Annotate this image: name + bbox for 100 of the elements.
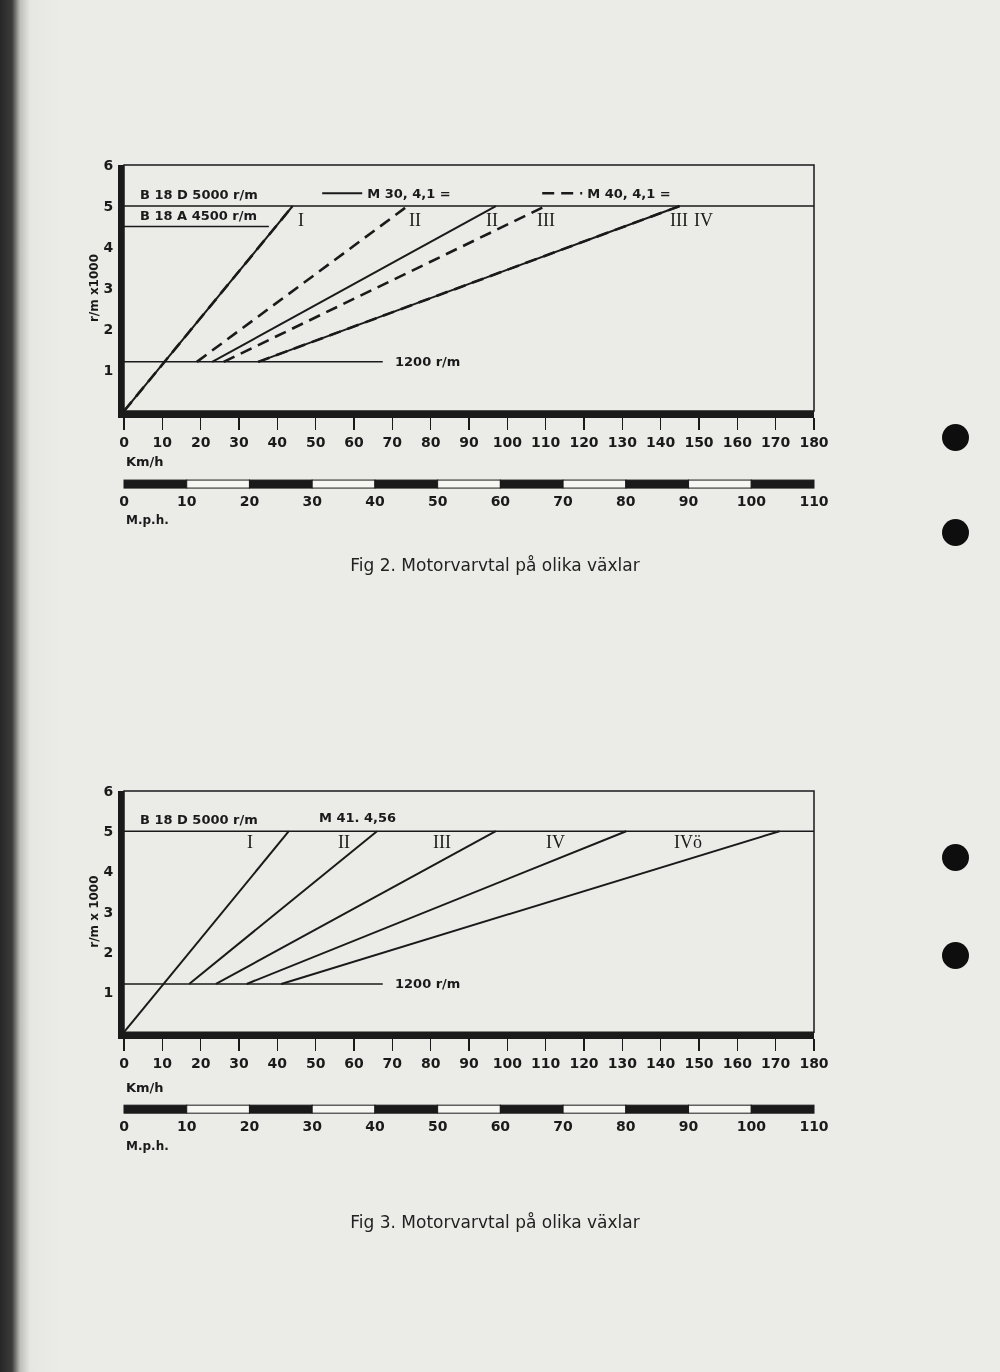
x2-tick-label: 10 <box>176 1118 197 1135</box>
x-tick-label: 10 <box>152 433 173 450</box>
text: Fig 3. Motorvarvtal på olika växlar <box>350 1212 640 1233</box>
x-tick-label: 170 <box>761 1054 791 1071</box>
y-tick-label: 5 <box>103 823 114 840</box>
annotation: I <box>247 832 253 852</box>
x2-tick-label: 40 <box>365 1118 385 1135</box>
x-tick-label: 100 <box>492 433 523 450</box>
x2-tick-label: 40 <box>365 493 385 510</box>
annotation: III <box>537 210 555 230</box>
x-tick-label: 30 <box>229 433 249 450</box>
x-tick-label: 150 <box>684 433 714 450</box>
x-tick-label: 90 <box>459 1054 479 1071</box>
x2-tick-label: 0 <box>119 493 130 510</box>
x-tick-label: 50 <box>305 1054 326 1071</box>
x-tick-label: 80 <box>420 1054 441 1071</box>
text: Fig 2. Motorvarvtal på olika växlar <box>350 554 640 575</box>
y-tick-label: 2 <box>103 320 114 337</box>
x2-tick-label: 50 <box>427 493 448 510</box>
x-tick-label: 160 <box>722 433 753 450</box>
annotation: II <box>486 210 498 230</box>
legend-label: M 30, 4,1 = <box>367 186 451 202</box>
x-tick-label: 70 <box>382 1054 403 1071</box>
x-tick-label: 40 <box>267 433 288 450</box>
y-tick-label: 5 <box>103 197 114 214</box>
x-tick-label: 0 <box>119 433 130 450</box>
annotation: IV <box>694 210 713 230</box>
x2-tick-label: 50 <box>427 1118 448 1135</box>
x2-tick-label: 90 <box>678 1118 699 1135</box>
x-tick-label: 120 <box>569 433 599 450</box>
x2-tick-label: 100 <box>736 493 767 510</box>
x-tick-label: 90 <box>459 433 479 450</box>
x2-tick-label: 80 <box>616 1118 636 1135</box>
x-tick-label: 100 <box>492 1054 523 1071</box>
x-tick-label: 0 <box>119 1054 130 1071</box>
y-tick-label: 1 <box>103 361 114 378</box>
x-tick-label: 170 <box>761 433 791 450</box>
x-tick-label: 140 <box>646 433 676 450</box>
x-tick-label: 30 <box>229 1054 249 1071</box>
x-tick-label: 20 <box>190 433 211 450</box>
x-axis-title: Km/h <box>126 1080 164 1095</box>
x2-tick-label: 10 <box>176 493 197 510</box>
annotation: II <box>338 832 350 852</box>
x-tick-label: 180 <box>799 433 829 450</box>
legend-label: M 40, 4,1 = <box>587 186 671 202</box>
x-tick-label: 120 <box>569 1054 599 1071</box>
y-tick-label: 6 <box>103 156 114 173</box>
x-tick-label: 10 <box>152 1054 173 1071</box>
x2-tick-label: 70 <box>553 493 574 510</box>
x-tick-label: 130 <box>607 1054 638 1071</box>
x-tick-label: 70 <box>382 433 403 450</box>
x-tick-label: 150 <box>684 1054 714 1071</box>
x2-tick-label: 110 <box>799 1118 829 1135</box>
x-tick-label: 50 <box>305 433 326 450</box>
ref-line-label: B 18 D 5000 r/m <box>140 812 258 827</box>
x2-tick-label: 30 <box>302 493 323 510</box>
x2-tick-label: 60 <box>490 1118 511 1135</box>
x2-tick-label: 0 <box>119 1118 130 1135</box>
annotation: III <box>433 832 451 852</box>
x-tick-label: 60 <box>344 1054 364 1071</box>
x-tick-label: 130 <box>607 433 638 450</box>
x2-tick-label: 90 <box>678 493 699 510</box>
x2-tick-label: 70 <box>553 1118 574 1135</box>
annotation: III <box>670 210 688 230</box>
x2-axis-title: M.p.h. <box>126 513 169 527</box>
x2-tick-label: 110 <box>799 493 829 510</box>
annotation: IVö <box>674 832 702 852</box>
annotation: IV <box>546 832 565 852</box>
y-axis-title: r/m x1000 <box>87 253 102 323</box>
ref-line-label: 1200 r/m <box>395 354 461 369</box>
y-tick-label: 4 <box>103 863 114 880</box>
x-tick-label: 20 <box>190 1054 211 1071</box>
x-tick-label: 80 <box>420 433 441 450</box>
y-tick-label: 3 <box>103 903 114 920</box>
ref-line-label: B 18 A 4500 r/m <box>140 208 258 223</box>
y-tick-label: 6 <box>103 782 114 799</box>
x-tick-label: 180 <box>799 1054 829 1071</box>
x2-tick-label: 20 <box>239 1118 260 1135</box>
x2-tick-label: 20 <box>239 493 260 510</box>
x-tick-label: 140 <box>646 1054 676 1071</box>
annotation: M 41. 4,56 <box>319 810 397 825</box>
x-axis-title: Km/h <box>126 454 164 469</box>
x2-axis-title: M.p.h. <box>126 1139 169 1153</box>
y-tick-label: 4 <box>103 238 114 255</box>
x-tick-label: 60 <box>344 433 364 450</box>
y-axis-title: r/m x 1000 <box>87 875 102 948</box>
x-tick-label: 110 <box>531 1054 561 1071</box>
y-tick-label: 2 <box>103 943 114 960</box>
y-tick-label: 1 <box>103 983 114 1000</box>
x2-tick-label: 80 <box>616 493 636 510</box>
x-tick-label: 40 <box>267 1054 288 1071</box>
ref-line-label: B 18 D 5000 r/m <box>140 187 258 202</box>
x-tick-label: 160 <box>722 1054 753 1071</box>
x2-tick-label: 60 <box>490 493 511 510</box>
x-tick-label: 110 <box>531 433 561 450</box>
x2-tick-label: 100 <box>736 1118 767 1135</box>
annotation: II <box>409 210 421 230</box>
ref-line-label: 1200 r/m <box>395 976 461 991</box>
x2-tick-label: 30 <box>302 1118 323 1135</box>
annotation: I <box>298 210 304 230</box>
